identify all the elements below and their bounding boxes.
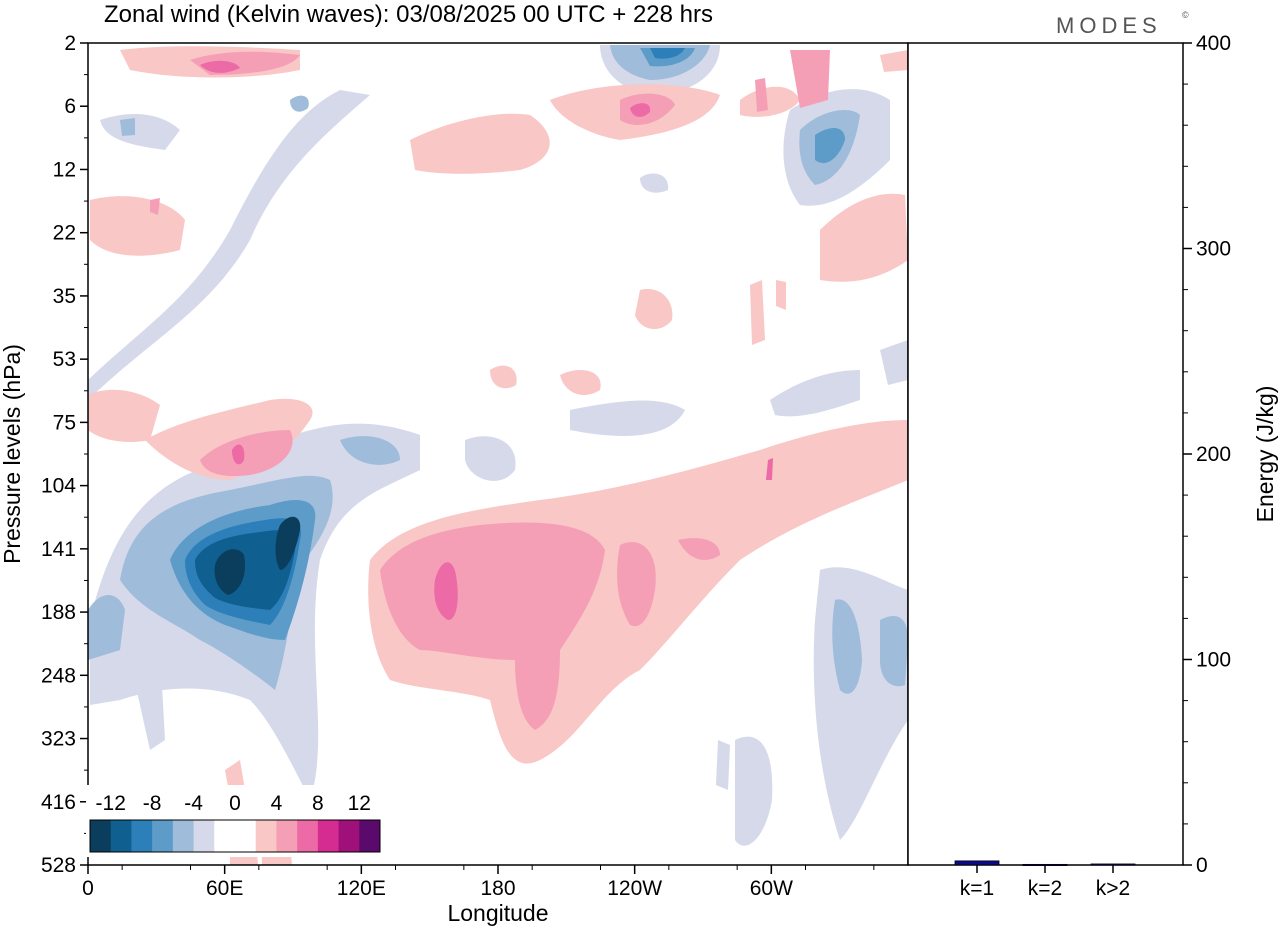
colorbar-swatch — [276, 820, 298, 852]
pressure-tick-label: 12 — [53, 158, 76, 181]
colorbar-label: -12 — [96, 792, 126, 815]
longitude-axis: 0 60E 120E 180 120W 60W — [82, 865, 875, 900]
pressure-tick-label: 2 — [64, 32, 76, 55]
colorbar-swatch — [131, 820, 153, 852]
colorbar-label: 12 — [348, 792, 371, 815]
colorbar-swatch — [214, 820, 236, 852]
energy-category-label: k=2 — [1028, 877, 1062, 900]
energy-tick-label: 400 — [1196, 32, 1231, 55]
pressure-tick-label: 248 — [41, 664, 76, 687]
energy-tick-label: 200 — [1196, 443, 1231, 466]
very-strong-negative-contours — [195, 530, 296, 610]
chart-title: Zonal wind (Kelvin waves): 03/08/2025 00… — [104, 1, 713, 28]
energy-bar — [954, 860, 1000, 866]
colorbar-swatch — [297, 820, 319, 852]
longitude-tick-label: 0 — [82, 877, 94, 900]
colorbar-swatch — [172, 820, 195, 852]
pressure-axis: 2 6 12 22 35 53 75 104 141 188 248 323 416 528 — [41, 32, 88, 877]
energy-axis: 0 100 200 300 400 — [1183, 32, 1231, 877]
pressure-tick-label: 6 — [64, 95, 76, 118]
longitude-tick-label: 120E — [337, 877, 386, 900]
logo-text: MODES — [1056, 13, 1162, 38]
y-axis-title: Pressure levels (hPa) — [0, 344, 25, 564]
colorbar-swatch — [90, 820, 112, 852]
pressure-tick-label: 141 — [41, 538, 76, 561]
energy-bar — [1090, 863, 1136, 866]
colorbar-swatch — [338, 820, 360, 852]
longitude-tick-label: 60W — [750, 877, 793, 900]
x-axis-title: Longitude — [447, 900, 548, 926]
pressure-tick-label: 53 — [53, 348, 76, 371]
colorbar-label: -8 — [143, 792, 162, 815]
longitude-tick-label: 60E — [206, 877, 243, 900]
pressure-tick-label: 416 — [41, 791, 76, 814]
colorbar-label: 8 — [312, 792, 324, 815]
colorbar-swatch — [359, 820, 381, 852]
pressure-tick-label: 35 — [53, 285, 76, 308]
pressure-tick-label: 22 — [53, 222, 76, 245]
pressure-tick-label: 323 — [41, 728, 76, 751]
colorbar-swatch — [193, 820, 215, 852]
colorbar-swatch — [152, 820, 174, 852]
energy-category-label: k>2 — [1096, 877, 1130, 900]
colorbar-swatch — [235, 820, 257, 852]
pressure-tick-label: 104 — [41, 475, 76, 498]
energy-tick-label: 0 — [1196, 854, 1208, 877]
pressure-tick-label: 75 — [53, 411, 76, 434]
longitude-tick-label: 120W — [607, 877, 662, 900]
contour-field — [88, 43, 908, 865]
modes-logo: MODES © — [1056, 10, 1189, 38]
colorbar-swatch — [255, 820, 277, 852]
energy-axis-title: Energy (J/kg) — [1252, 386, 1278, 523]
energy-category-label: k=1 — [960, 877, 994, 900]
strong-positive-contours — [200, 60, 773, 620]
colorbar-label: 0 — [229, 792, 241, 815]
longitude-tick-label: 180 — [480, 877, 515, 900]
colorbar-label: -4 — [184, 792, 203, 815]
colorbar-swatch — [317, 820, 340, 852]
energy-tick-label: 300 — [1196, 238, 1231, 261]
energy-tick-label: 100 — [1196, 649, 1231, 672]
peak-negative-contours — [214, 516, 301, 595]
energy-panel-frame — [907, 42, 1184, 866]
energy-bars: k=1 k=2 k>2 — [954, 860, 1136, 900]
pressure-tick-label: 528 — [41, 854, 76, 877]
logo-mark: © — [1182, 10, 1189, 20]
colorbar-legend: -12 -8 -4 0 4 8 12 — [86, 785, 384, 857]
colorbar-frame — [89, 819, 381, 853]
pressure-tick-label: 188 — [41, 601, 76, 624]
colorbar-label: 4 — [271, 792, 283, 815]
colorbar-swatch — [110, 820, 132, 852]
